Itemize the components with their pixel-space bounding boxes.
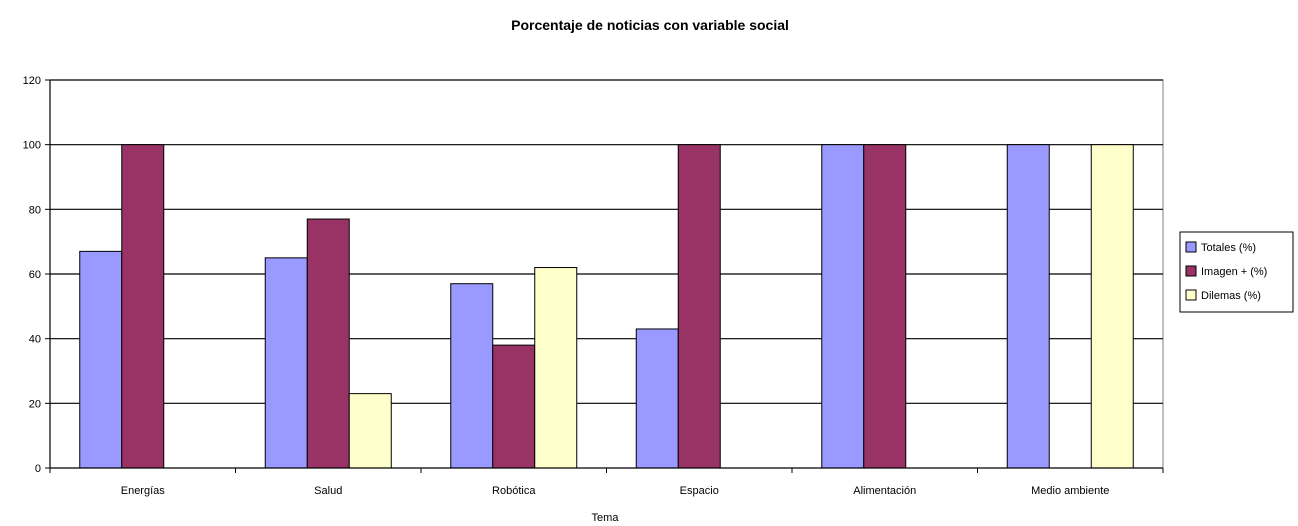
bar xyxy=(1090,144,1134,469)
legend-label: Imagen + (%) xyxy=(1201,266,1267,278)
bar xyxy=(306,218,350,469)
legend-box xyxy=(1179,231,1294,313)
bar xyxy=(534,267,578,469)
bar xyxy=(450,283,494,469)
gridlines xyxy=(49,79,1164,469)
bar xyxy=(1006,144,1050,469)
bar xyxy=(121,144,165,469)
x-tick-labels: Energías Salud Robótica Espacio Alimentación… xyxy=(121,485,1110,497)
x-axis-label: Tema xyxy=(592,512,620,524)
legend-swatch xyxy=(1185,241,1197,253)
bar xyxy=(863,144,907,469)
bar xyxy=(348,393,392,469)
axes xyxy=(45,79,1164,473)
y-tick-label: 20 xyxy=(29,398,41,410)
bars xyxy=(79,144,1134,469)
y-tick-label: 0 xyxy=(35,463,41,475)
legend-swatch xyxy=(1185,289,1197,301)
y-tick-label: 100 xyxy=(23,140,41,152)
legend: Totales (%) Imagen + (%) Dilemas (%) xyxy=(1179,231,1294,313)
y-tick-label: 40 xyxy=(29,334,41,346)
bar xyxy=(492,344,536,469)
legend-label: Dilemas (%) xyxy=(1201,290,1261,302)
legend-label: Totales (%) xyxy=(1201,242,1256,254)
y-tick-label: 80 xyxy=(29,204,41,216)
bar xyxy=(79,250,123,469)
x-tick-label: Alimentación xyxy=(853,485,916,497)
x-tick-label: Robótica xyxy=(492,485,536,497)
x-tick-label: Salud xyxy=(314,485,342,497)
x-tick-label: Medio ambiente xyxy=(1031,485,1109,497)
x-tick-label: Energías xyxy=(121,485,166,497)
y-tick-label: 60 xyxy=(29,269,41,281)
y-tick-label: 120 xyxy=(23,75,41,87)
bar xyxy=(264,257,308,469)
chart-title: Porcentaje de noticias con variable soci… xyxy=(511,17,789,33)
legend-swatch xyxy=(1185,265,1197,277)
x-tick-label: Espacio xyxy=(680,485,719,497)
y-tick-labels: 0 20 40 60 80 100 120 xyxy=(23,75,41,475)
bar xyxy=(821,144,865,469)
bar xyxy=(677,144,721,469)
bar xyxy=(635,328,679,469)
